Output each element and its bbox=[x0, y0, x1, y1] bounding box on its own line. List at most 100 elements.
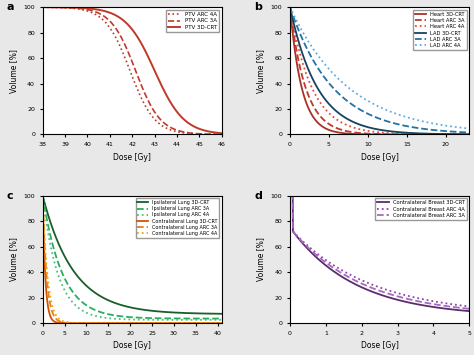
Heart ARC 3A bbox=[287, 5, 293, 9]
PTV 3D-CRT bbox=[194, 126, 200, 130]
LAD 3D-CRT bbox=[298, 47, 304, 51]
Line: PTV ARC 4A: PTV ARC 4A bbox=[43, 7, 222, 135]
Ipsilateral Lung ARC 4A bbox=[51, 257, 56, 261]
Ipsilateral Lung 3D-CRT bbox=[40, 193, 46, 198]
Line: Heart ARC 3A: Heart ARC 3A bbox=[290, 7, 469, 135]
Line: Ipsilateral Lung 3D-CRT: Ipsilateral Lung 3D-CRT bbox=[43, 196, 222, 314]
Contralateral Lung ARC 4A bbox=[154, 321, 160, 325]
Ipsilateral Lung ARC 3A bbox=[154, 316, 160, 320]
LAD ARC 3A bbox=[466, 130, 472, 135]
LAD ARC 4A bbox=[401, 114, 407, 119]
Ipsilateral Lung ARC 3A bbox=[40, 193, 46, 198]
Line: Ipsilateral Lung ARC 4A: Ipsilateral Lung ARC 4A bbox=[43, 196, 222, 320]
Legend: Ipsilateral Lung 3D-CRT, Ipsilateral Lung ARC 3A, Ipsilateral Lung ARC 4A, Contr: Ipsilateral Lung 3D-CRT, Ipsilateral Lun… bbox=[136, 198, 219, 238]
PTV ARC 3A bbox=[40, 5, 46, 9]
Contralateral Breast ARC 3A bbox=[391, 293, 397, 297]
LAD 3D-CRT bbox=[396, 130, 401, 134]
Heart 3D-CRT bbox=[396, 132, 401, 137]
Line: Contralateral Breast 3D-CRT: Contralateral Breast 3D-CRT bbox=[290, 196, 469, 311]
PTV ARC 3A bbox=[154, 113, 160, 117]
Y-axis label: Volume [%]: Volume [%] bbox=[9, 49, 18, 93]
Ipsilateral Lung ARC 4A bbox=[219, 318, 225, 322]
Contralateral Lung ARC 4A bbox=[219, 321, 225, 325]
LAD 3D-CRT bbox=[466, 132, 472, 136]
Y-axis label: Volume [%]: Volume [%] bbox=[256, 237, 265, 281]
Ipsilateral Lung ARC 3A bbox=[51, 246, 56, 250]
PTV ARC 3A bbox=[144, 95, 150, 100]
Heart ARC 3A bbox=[401, 132, 407, 137]
Contralateral Breast ARC 3A bbox=[287, 193, 293, 198]
Line: LAD ARC 3A: LAD ARC 3A bbox=[290, 7, 469, 132]
Contralateral Lung 3D-CRT bbox=[176, 321, 182, 325]
Ipsilateral Lung ARC 4A bbox=[154, 318, 160, 322]
Heart ARC 3A bbox=[396, 132, 401, 137]
Contralateral Breast ARC 4A bbox=[441, 301, 447, 305]
Contralateral Lung 3D-CRT bbox=[51, 319, 56, 323]
Contralateral Breast ARC 4A bbox=[298, 237, 304, 242]
Line: PTV 3D-CRT: PTV 3D-CRT bbox=[43, 7, 222, 133]
Ipsilateral Lung ARC 3A bbox=[144, 316, 150, 320]
Heart ARC 3A bbox=[391, 132, 397, 136]
Contralateral Lung 3D-CRT bbox=[154, 321, 160, 325]
Contralateral Breast 3D-CRT bbox=[466, 309, 472, 313]
PTV 3D-CRT bbox=[176, 112, 182, 116]
LAD ARC 4A bbox=[287, 5, 293, 9]
LAD 3D-CRT bbox=[287, 5, 293, 9]
PTV 3D-CRT bbox=[40, 5, 46, 9]
Contralateral Lung ARC 3A bbox=[40, 193, 46, 198]
PTV 3D-CRT bbox=[154, 73, 160, 78]
Contralateral Lung ARC 3A bbox=[219, 321, 225, 325]
Ipsilateral Lung 3D-CRT bbox=[51, 229, 56, 234]
PTV ARC 4A bbox=[219, 132, 225, 137]
PTV ARC 4A bbox=[51, 5, 56, 10]
Heart ARC 4A bbox=[396, 131, 401, 136]
Ipsilateral Lung ARC 4A bbox=[149, 318, 155, 322]
Legend: Contralateral Breast 3D-CRT, Contralateral Breast ARC 4A, Contralateral Breast A: Contralateral Breast 3D-CRT, Contralater… bbox=[375, 198, 467, 220]
PTV 3D-CRT bbox=[219, 131, 225, 135]
X-axis label: Dose [Gy]: Dose [Gy] bbox=[113, 153, 151, 162]
Ipsilateral Lung ARC 4A bbox=[176, 318, 182, 322]
PTV ARC 3A bbox=[51, 5, 56, 9]
PTV ARC 3A bbox=[219, 132, 225, 137]
Y-axis label: Volume [%]: Volume [%] bbox=[9, 237, 18, 281]
Contralateral Breast 3D-CRT bbox=[396, 298, 401, 302]
LAD ARC 3A bbox=[287, 5, 293, 9]
LAD 3D-CRT bbox=[401, 130, 407, 135]
LAD ARC 3A bbox=[441, 129, 447, 133]
Ipsilateral Lung 3D-CRT bbox=[219, 312, 225, 316]
Contralateral Lung ARC 3A bbox=[144, 321, 150, 325]
Heart ARC 3A bbox=[466, 132, 472, 137]
Contralateral Breast ARC 4A bbox=[396, 291, 401, 296]
LAD ARC 4A bbox=[423, 120, 429, 124]
Contralateral Breast ARC 3A bbox=[396, 295, 401, 299]
Contralateral Lung ARC 3A bbox=[194, 321, 200, 325]
LAD 3D-CRT bbox=[423, 131, 429, 136]
PTV ARC 3A bbox=[176, 129, 182, 133]
PTV ARC 4A bbox=[154, 119, 160, 124]
Line: LAD 3D-CRT: LAD 3D-CRT bbox=[290, 7, 469, 134]
LAD ARC 4A bbox=[391, 111, 397, 115]
Contralateral Breast 3D-CRT bbox=[423, 304, 429, 308]
Heart ARC 4A bbox=[401, 132, 407, 136]
PTV ARC 4A bbox=[40, 5, 46, 9]
Heart ARC 4A bbox=[287, 5, 293, 9]
Heart ARC 4A bbox=[441, 132, 447, 137]
LAD 3D-CRT bbox=[441, 132, 447, 136]
Contralateral Breast ARC 3A bbox=[401, 296, 407, 300]
Line: PTV ARC 3A: PTV ARC 3A bbox=[43, 7, 222, 135]
Heart ARC 4A bbox=[466, 132, 472, 137]
Y-axis label: Volume [%]: Volume [%] bbox=[256, 49, 265, 93]
Line: Contralateral Breast ARC 4A: Contralateral Breast ARC 4A bbox=[290, 196, 469, 306]
Legend: Heart 3D-CRT, Heart ARC 3A, Heart ARC 4A, LAD 3D-CRT, LAD ARC 3A, LAD ARC 4A: Heart 3D-CRT, Heart ARC 3A, Heart ARC 4A… bbox=[413, 10, 467, 50]
Contralateral Breast ARC 4A bbox=[391, 290, 397, 294]
Contralateral Breast ARC 4A bbox=[423, 298, 429, 302]
Heart ARC 4A bbox=[391, 131, 397, 136]
PTV 3D-CRT bbox=[51, 5, 56, 9]
Contralateral Breast ARC 3A bbox=[298, 238, 304, 242]
Heart 3D-CRT bbox=[391, 132, 397, 137]
Contralateral Lung 3D-CRT bbox=[40, 193, 46, 198]
Ipsilateral Lung 3D-CRT bbox=[176, 311, 182, 315]
PTV ARC 3A bbox=[149, 105, 155, 109]
Text: d: d bbox=[254, 191, 262, 201]
Contralateral Lung 3D-CRT bbox=[194, 321, 200, 325]
